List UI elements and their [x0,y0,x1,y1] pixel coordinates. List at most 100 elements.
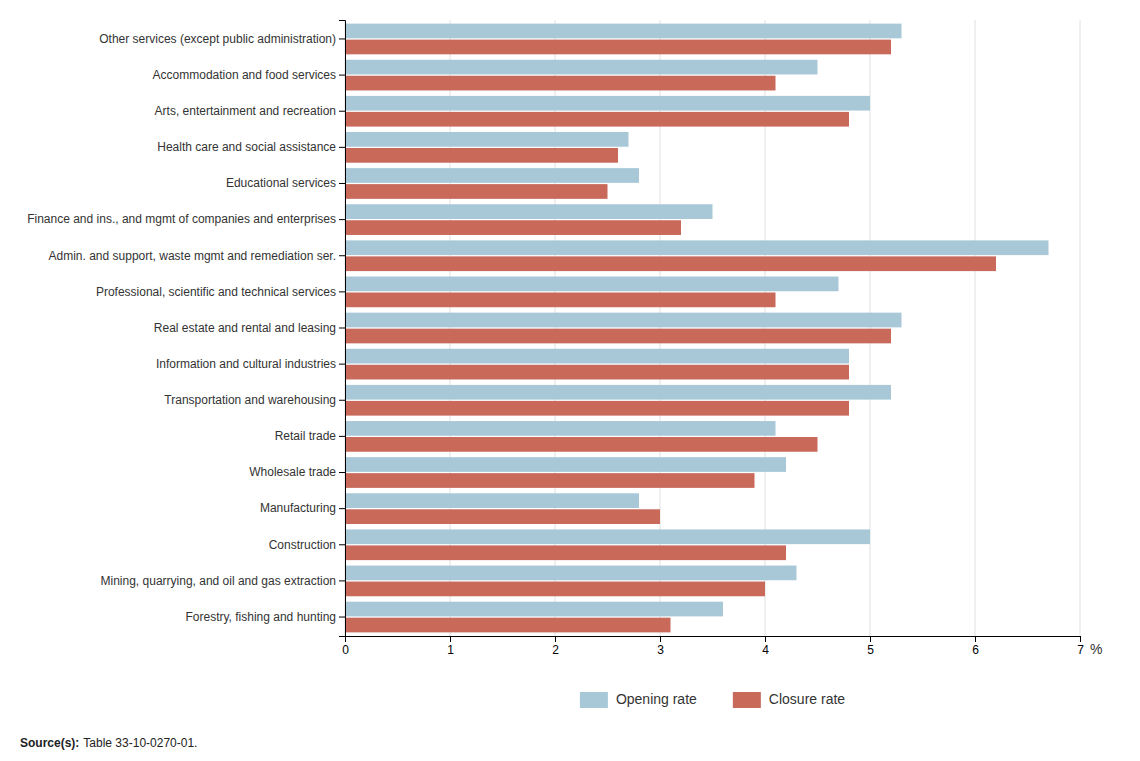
tick-label: Arts, entertainment and recreation [155,104,336,118]
tick: 0 [342,636,349,657]
bar [345,493,639,508]
tick-label: Educational services [226,176,336,190]
bar [345,421,776,436]
tick: Mining, quarrying, and oil and gas extra… [101,574,345,588]
bar [345,148,618,163]
bar [345,24,902,39]
tick: 6 [972,636,979,657]
bar [345,582,765,597]
tick-mark [339,617,345,618]
tick-label: 7 [1077,643,1084,657]
tick: Arts, entertainment and recreation [155,104,345,118]
x-axis: 0 1 2 3 4 5 6 7 [342,636,1084,657]
legend-label: Opening rate [616,691,697,707]
bar [345,457,786,472]
bar [345,60,818,75]
tick: Professional, scientific and technical s… [96,285,345,299]
tick: Forestry, fishing and hunting [185,610,345,624]
annotation: Source(s): [20,736,79,750]
tick: 1 [447,636,454,657]
tick-label: Finance and ins., and mgmt of companies … [27,212,336,226]
bar [345,618,671,633]
bar [345,277,839,292]
bars [345,24,1049,633]
tick-label: Other services (except public administra… [99,32,336,46]
tick: Construction [269,538,345,552]
tick: Admin. and support, waste mgmt and remed… [49,249,345,263]
legend: Opening rate Closure rate [580,691,845,708]
tick-mark [450,636,451,642]
legend-label: Closure rate [769,691,845,707]
tick: Educational services [226,176,345,190]
bar [345,96,870,111]
tick-label: 3 [657,643,664,657]
tick-label: 5 [867,643,874,657]
tick-mark [1080,636,1081,642]
legend-swatch [733,692,761,708]
bar [345,240,1049,255]
tick-label: 2 [552,643,559,657]
tick: 4 [762,636,769,657]
tick-mark [339,75,345,76]
tick-label: Professional, scientific and technical s… [96,285,336,299]
legend-item: Closure rate [733,691,845,708]
bar [345,473,755,488]
tick-mark [660,636,661,642]
tick: Real estate and rental and leasing [154,321,345,335]
bar [345,40,891,55]
tick: Accommodation and food services [153,68,345,82]
tick-mark [765,636,766,642]
bar [345,566,797,581]
source: Source(s): Table 33-10-0270-01. [20,736,197,750]
tick-label: Wholesale trade [249,465,336,479]
bar [345,349,849,364]
tick-label: 1 [447,643,454,657]
series [345,24,1049,617]
grid-line [975,20,976,636]
tick-mark [339,111,345,112]
tick-mark [339,328,345,329]
tick-label: Information and cultural industries [156,357,336,371]
bar [345,385,891,400]
bar [345,293,776,308]
tick: Health care and social assistance [157,140,345,154]
tick-label: Manufacturing [260,501,336,515]
tick: Wholesale trade [249,465,345,479]
bar [345,256,996,271]
bar [345,184,608,199]
tick-label: Mining, quarrying, and oil and gas extra… [101,574,336,588]
bar [345,168,639,183]
tick: Retail trade [275,429,345,443]
tick-mark [339,38,345,39]
tick-mark [339,291,345,292]
series [345,40,996,633]
bar [345,313,902,328]
axis-label: % [1090,641,1102,657]
bar [345,365,849,380]
tick-label: Admin. and support, waste mgmt and remed… [49,249,336,263]
bar [345,437,818,452]
tick: Other services (except public administra… [99,32,345,46]
tick-label: Forestry, fishing and hunting [185,610,336,624]
bar [345,76,776,91]
tick: Information and cultural industries [156,357,345,371]
tick-label: Construction [269,538,336,552]
tick-mark [870,636,871,642]
y-axis: Forestry, fishing and hunting Mining, qua… [27,21,345,637]
chart: 0 1 2 3 4 5 6 7 Forestry, fishing and hunting Min… [0,0,1140,761]
bar [345,112,849,127]
plot: 0 1 2 3 4 5 6 7 Forestry, fishing and hunting Min… [27,20,1102,657]
legend-swatch [580,692,608,708]
grid [345,20,1080,636]
grid-line [1080,20,1081,636]
tick-mark [555,636,556,642]
tick: 7 [1077,636,1084,657]
annotation: Table 33-10-0270-01. [83,736,197,750]
bar [345,204,713,219]
tick-label: 4 [762,643,769,657]
bar [345,529,870,544]
axis-line [339,21,346,637]
tick-label: 0 [342,643,349,657]
tick-label: Retail trade [275,429,337,443]
tick: 2 [552,636,559,657]
